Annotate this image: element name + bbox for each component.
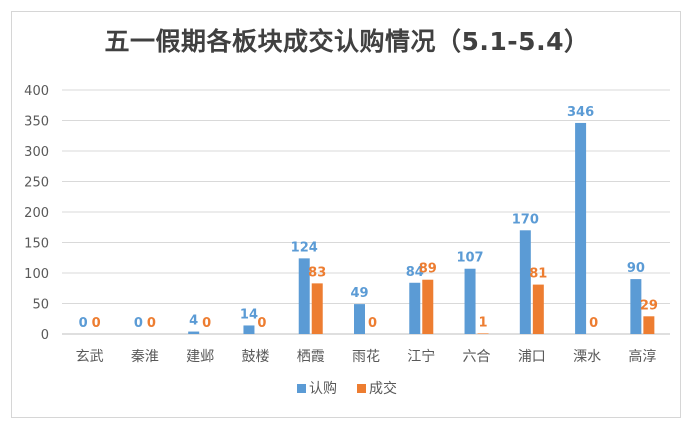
bar-subscribe (298, 258, 310, 334)
bar-subscribe (188, 331, 200, 334)
bar-deal (422, 279, 434, 334)
y-tick-label: 150 (24, 237, 49, 252)
y-tick-label: 0 (41, 328, 49, 343)
data-label: 29 (640, 298, 658, 313)
bar-deal (643, 316, 655, 334)
data-label: 0 (589, 316, 598, 331)
data-label: 0 (92, 316, 101, 331)
bar-subscribe (575, 122, 587, 334)
bars (188, 122, 655, 334)
y-tick-label: 200 (24, 206, 49, 221)
x-tick-label: 秦淮 (131, 349, 159, 365)
gridlines (62, 89, 670, 335)
y-tick-label: 350 (24, 115, 49, 130)
data-label: 49 (350, 286, 368, 301)
data-label: 90 (627, 261, 645, 276)
chart-frame (11, 11, 681, 418)
bar-deal (532, 284, 544, 334)
data-label: 81 (529, 267, 547, 282)
x-tick-label: 浦口 (518, 349, 546, 365)
data-label: 0 (134, 316, 143, 331)
x-tick-label: 六合 (463, 349, 491, 365)
x-tick-label: 玄武 (76, 348, 104, 365)
data-label: 89 (419, 262, 437, 277)
y-tick-label: 50 (32, 298, 49, 313)
legend-swatch (297, 384, 306, 393)
data-label: 14 (240, 307, 258, 322)
data-label: 107 (456, 251, 483, 266)
x-axis: 玄武 秦淮 建邺 鼓楼 栖霞 雨花 江宁 六合 浦口 溧水 高淳 (76, 348, 657, 365)
data-label: 83 (308, 265, 326, 280)
bar-subscribe (409, 282, 421, 334)
data-label: 346 (567, 105, 594, 120)
data-label: 0 (368, 316, 377, 331)
x-tick-label: 鼓楼 (241, 349, 269, 365)
data-label: 0 (202, 316, 211, 331)
data-label: 0 (147, 316, 156, 331)
y-tick-label: 100 (24, 267, 49, 282)
data-label: 1 (479, 315, 488, 330)
data-label: 84 (406, 265, 424, 280)
bar-subscribe (464, 268, 476, 334)
data-label: 0 (79, 316, 88, 331)
bar-subscribe (519, 230, 531, 334)
x-tick-label: 溧水 (573, 349, 601, 365)
legend-label: 成交 (369, 380, 397, 397)
data-label: 0 (257, 316, 266, 331)
x-tick-label: 江宁 (407, 348, 435, 365)
y-tick-label: 250 (24, 176, 49, 191)
y-tick-label: 300 (24, 145, 49, 160)
bar-deal (311, 283, 323, 334)
data-label: 4 (189, 314, 198, 329)
bar-subscribe (354, 304, 365, 334)
bar-subscribe (630, 279, 642, 334)
legend-swatch (357, 384, 366, 393)
bar-deal (477, 333, 489, 334)
y-axis: 0 50 100 150 200 250 300 350 400 (24, 84, 49, 343)
legend: 认购 成交 (297, 380, 397, 397)
x-tick-label: 建邺 (186, 349, 214, 365)
x-tick-label: 栖霞 (297, 349, 325, 365)
y-tick-label: 400 (24, 84, 49, 99)
legend-label: 认购 (309, 381, 337, 397)
data-label: 124 (291, 240, 318, 255)
x-tick-label: 高淳 (628, 348, 656, 365)
data-label: 170 (512, 212, 539, 227)
x-tick-label: 雨花 (352, 349, 380, 365)
bar-subscribe (243, 325, 255, 334)
chart-title: 五一假期各板块成交认购情况（5.1-5.4） (104, 27, 590, 56)
